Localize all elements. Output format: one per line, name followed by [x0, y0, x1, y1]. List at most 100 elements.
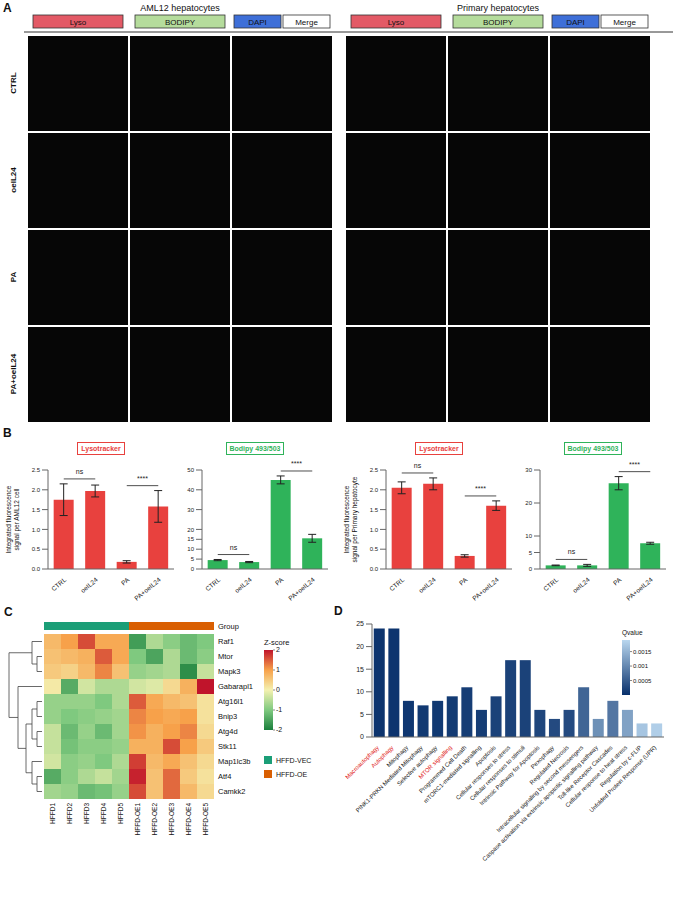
svg-text:Camkk2: Camkk2: [218, 787, 246, 796]
svg-text:10: 10: [525, 533, 532, 539]
svg-text:Unfolded Protein Response (UPR: Unfolded Protein Response (UPR): [588, 744, 657, 813]
svg-text:Merge: Merge: [295, 18, 318, 27]
svg-text:****: ****: [629, 461, 640, 468]
svg-text:****: ****: [291, 460, 302, 467]
svg-text:Gabarapl1: Gabarapl1: [218, 682, 253, 691]
svg-text:0.0015: 0.0015: [633, 649, 652, 655]
svg-text:BODIPY: BODIPY: [165, 18, 196, 27]
svg-text:HFFD5: HFFD5: [117, 803, 124, 824]
svg-text:0.5: 0.5: [32, 546, 41, 552]
svg-text:BODIPY: BODIPY: [483, 18, 514, 27]
svg-text:CTRL: CTRL: [50, 576, 68, 593]
svg-text:oeIL24: oeIL24: [417, 576, 437, 594]
svg-text:PA+oeIL24: PA+oeIL24: [133, 576, 162, 601]
svg-text:Qvalue: Qvalue: [622, 629, 643, 637]
svg-text:15: 15: [187, 536, 194, 542]
svg-text:Bnip3: Bnip3: [218, 712, 237, 721]
svg-text:20: 20: [187, 527, 194, 533]
svg-text:oeIL24: oeIL24: [79, 576, 99, 594]
svg-text:30: 30: [525, 467, 532, 473]
svg-text:0: 0: [276, 686, 280, 693]
svg-text:-1: -1: [276, 706, 282, 713]
svg-text:Atg4d: Atg4d: [218, 727, 238, 736]
svg-text:A: A: [3, 1, 12, 15]
svg-text:PA+oeIL24: PA+oeIL24: [471, 576, 500, 601]
svg-text:1.5: 1.5: [370, 507, 379, 513]
svg-text:Mapk3: Mapk3: [218, 667, 241, 676]
svg-text:Integrated fluorescencesignal: Integrated fluorescencesignal per AML12 …: [5, 485, 21, 553]
svg-text:1.0: 1.0: [32, 527, 41, 533]
svg-text:AML12 hepatocytes: AML12 hepatocytes: [140, 3, 220, 13]
svg-text:2.0: 2.0: [32, 487, 41, 493]
svg-text:oeIL24: oeIL24: [571, 576, 591, 594]
svg-text:25: 25: [356, 620, 364, 627]
svg-text:oeIL24: oeIL24: [233, 576, 253, 594]
svg-text:PA: PA: [612, 576, 623, 587]
svg-text:1.0: 1.0: [370, 527, 379, 533]
svg-text:ns: ns: [76, 468, 84, 475]
svg-text:20: 20: [356, 643, 364, 650]
svg-text:HFFD-OE5: HFFD-OE5: [202, 803, 209, 836]
svg-text:ns: ns: [230, 544, 238, 551]
svg-text:PINK1-PRKN Mediated Mitophagy: PINK1-PRKN Mediated Mitophagy: [355, 744, 424, 813]
svg-text:1: 1: [276, 666, 280, 673]
svg-text:HFFD-VEC: HFFD-VEC: [276, 757, 311, 764]
svg-text:PA+oeIL24: PA+oeIL24: [9, 353, 18, 394]
svg-text:C: C: [4, 606, 13, 619]
svg-text:Mtor: Mtor: [218, 652, 234, 661]
svg-text:2.5: 2.5: [370, 467, 379, 473]
svg-text:Map1lc3b: Map1lc3b: [218, 757, 251, 766]
svg-text:-2: -2: [276, 726, 282, 733]
svg-text:Integrated fluorescencesignal: Integrated fluorescencesignal per Primar…: [343, 476, 359, 562]
svg-text:Caspase activation via extrins: Caspase activation via extrinsic apoptot…: [481, 744, 599, 862]
svg-text:PA: PA: [9, 272, 18, 283]
svg-text:CTRL: CTRL: [388, 576, 406, 593]
svg-text:Primary hepatocytes: Primary hepatocytes: [457, 3, 540, 13]
svg-text:1.5: 1.5: [32, 507, 41, 513]
svg-text:20: 20: [525, 500, 532, 506]
svg-text:HFFD4: HFFD4: [100, 803, 107, 824]
svg-text:5: 5: [360, 711, 364, 718]
svg-text:HFFD2: HFFD2: [66, 803, 73, 824]
svg-text:5: 5: [191, 556, 195, 562]
svg-text:HFFD-OE4: HFFD-OE4: [185, 803, 192, 836]
svg-text:CTRL: CTRL: [9, 72, 18, 93]
svg-text:DAPI: DAPI: [566, 18, 585, 27]
svg-text:Atg16l1: Atg16l1: [218, 697, 243, 706]
svg-text:HFFD-OE2: HFFD-OE2: [151, 803, 158, 836]
svg-text:0: 0: [191, 566, 195, 572]
svg-text:2.5: 2.5: [32, 467, 41, 473]
svg-text:PA: PA: [120, 576, 131, 587]
svg-text:Cellular responses to stress: Cellular responses to stress: [455, 744, 512, 801]
svg-text:HFFD-OE: HFFD-OE: [276, 771, 307, 778]
svg-text:15: 15: [356, 666, 364, 673]
svg-text:5: 5: [529, 550, 533, 556]
svg-text:0: 0: [529, 566, 533, 572]
svg-text:50: 50: [187, 467, 194, 473]
svg-text:Stk11: Stk11: [218, 742, 237, 751]
svg-text:Cellular response to heat stre: Cellular response to heat stress: [564, 744, 628, 808]
svg-text:DAPI: DAPI: [248, 18, 267, 27]
svg-text:0.001: 0.001: [633, 663, 649, 669]
svg-text:0: 0: [360, 733, 364, 740]
svg-text:Lyso: Lyso: [388, 18, 405, 27]
svg-text:PA: PA: [458, 576, 469, 587]
svg-text:CTRL: CTRL: [204, 576, 222, 593]
svg-text:Lyso: Lyso: [70, 18, 87, 27]
svg-text:ns: ns: [414, 462, 422, 469]
svg-text:HFFD3: HFFD3: [83, 803, 90, 824]
svg-text:0.0005: 0.0005: [633, 678, 652, 684]
svg-text:HFFD1: HFFD1: [49, 803, 56, 824]
svg-text:2: 2: [276, 646, 280, 653]
svg-text:0.0: 0.0: [370, 566, 379, 572]
svg-text:Atf4: Atf4: [218, 772, 231, 781]
svg-text:10: 10: [356, 688, 364, 695]
svg-text:HFFD-OE3: HFFD-OE3: [168, 803, 175, 836]
svg-text:40: 40: [187, 487, 194, 493]
svg-text:0.5: 0.5: [370, 546, 379, 552]
svg-text:10: 10: [187, 546, 194, 552]
svg-text:PA: PA: [274, 576, 285, 587]
svg-text:Raf1: Raf1: [218, 637, 234, 646]
svg-text:PA+oeIL24: PA+oeIL24: [625, 576, 654, 601]
svg-text:oeIL24: oeIL24: [9, 167, 18, 193]
